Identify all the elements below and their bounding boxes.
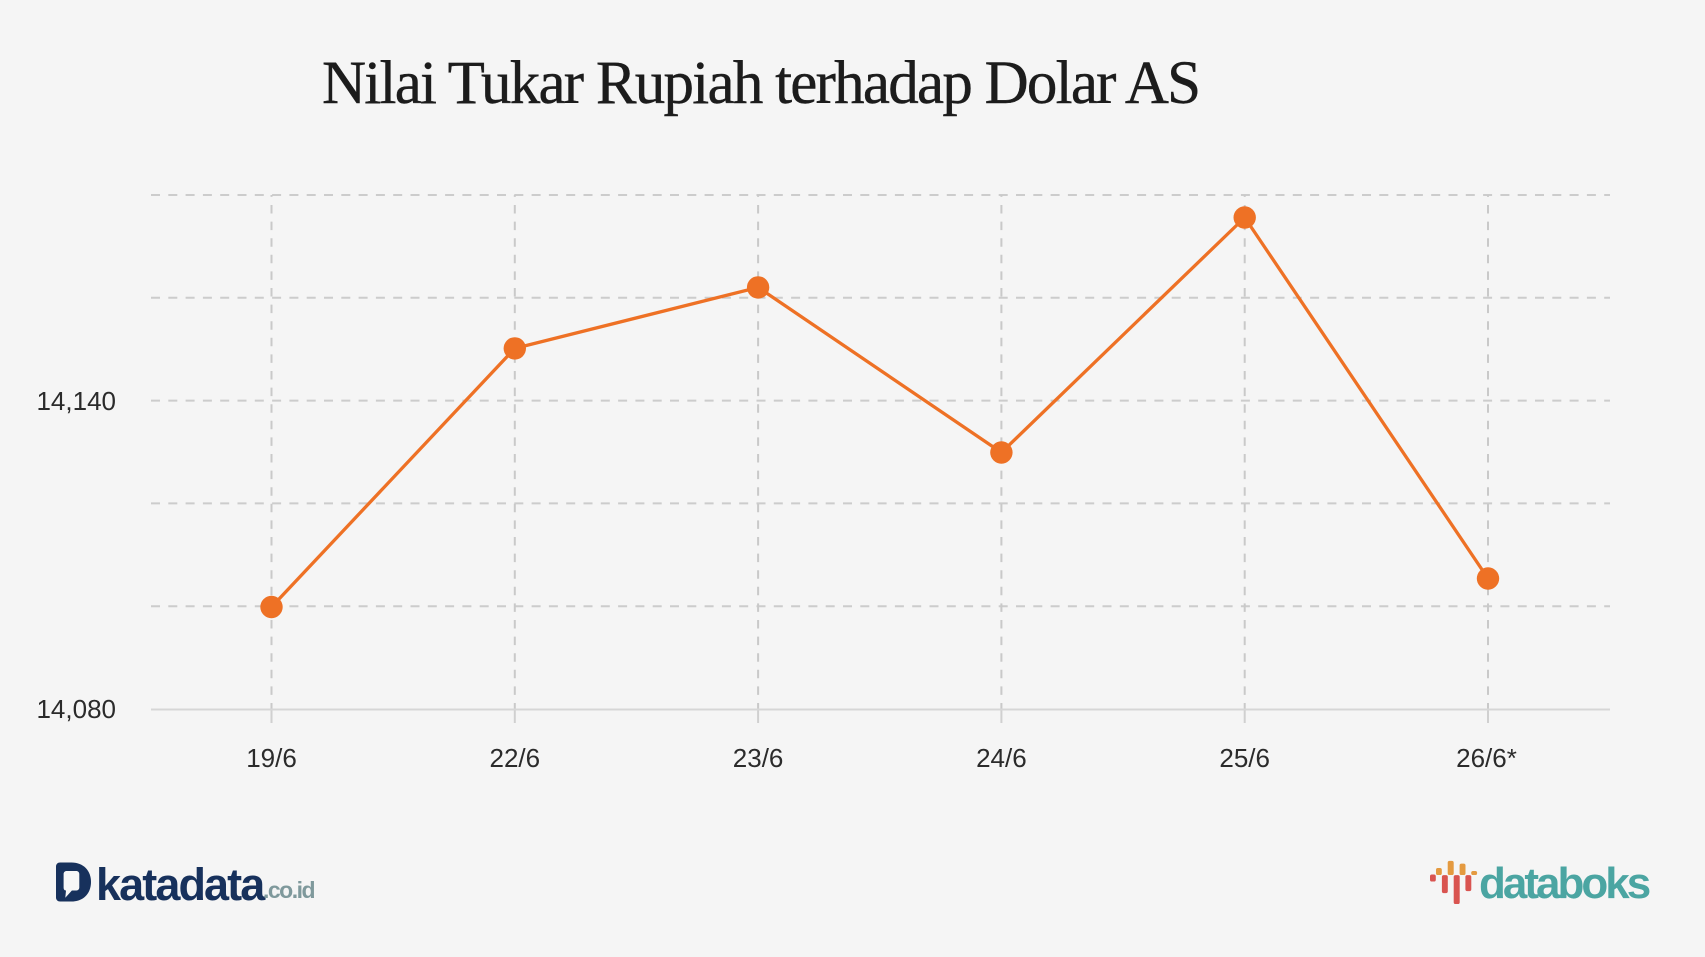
svg-text:databoks: databoks — [1479, 859, 1650, 908]
svg-text:katadata: katadata — [96, 859, 266, 910]
svg-text:.co.id: .co.id — [263, 877, 315, 903]
